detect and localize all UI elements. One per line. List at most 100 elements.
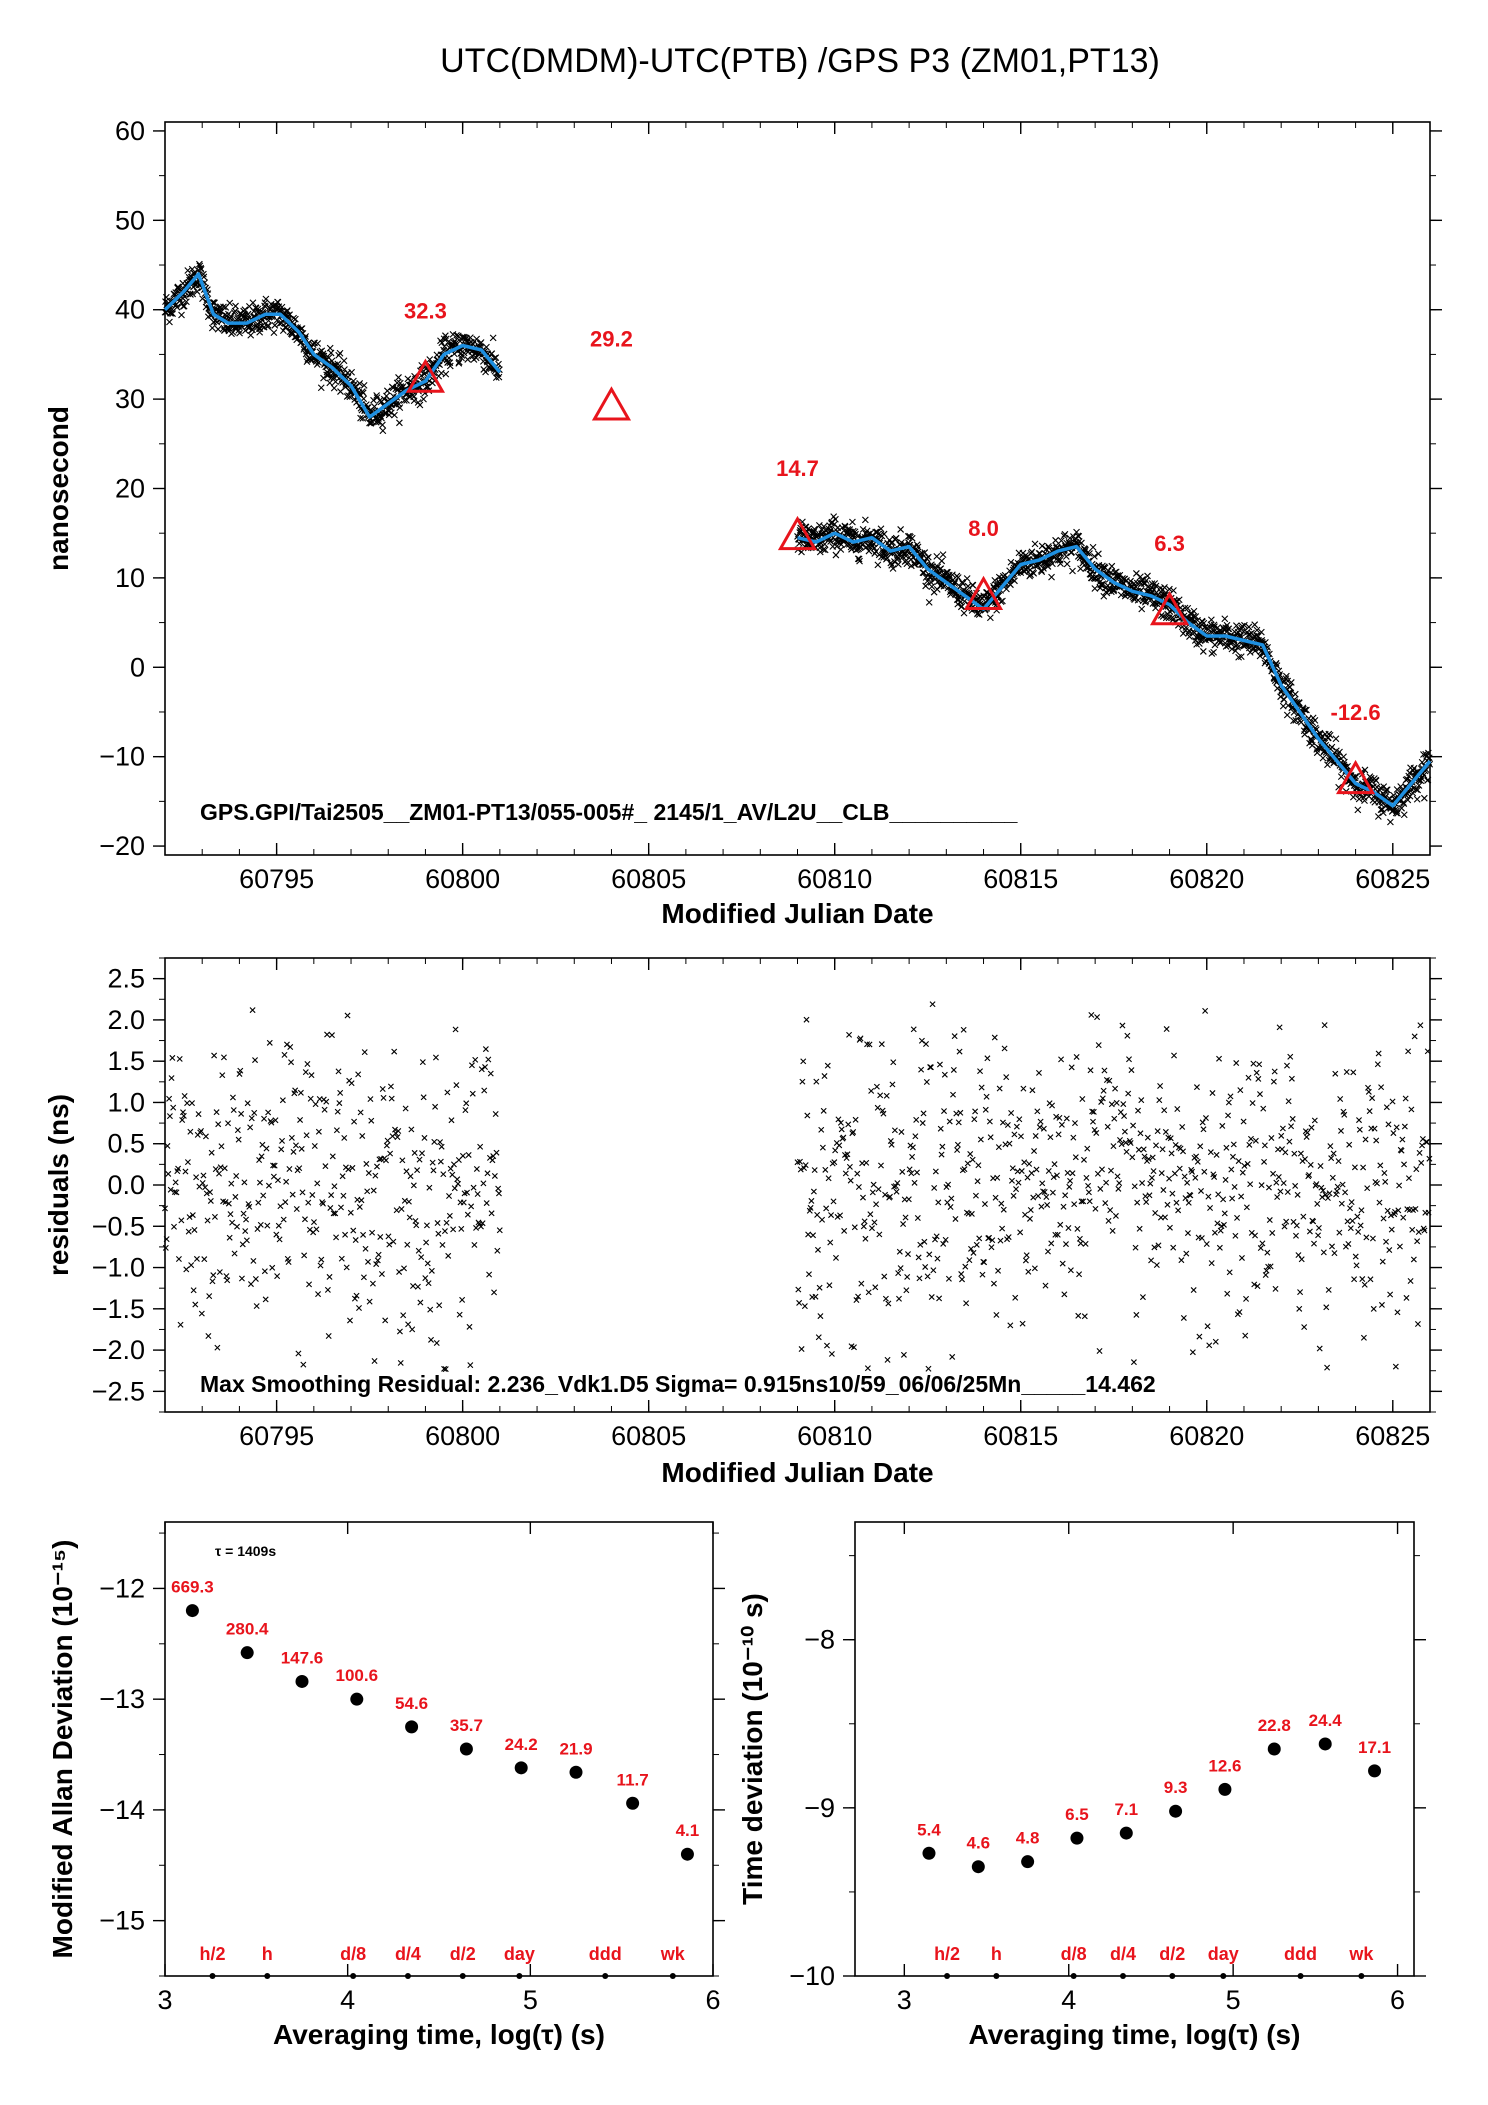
raw-data-point — [805, 525, 813, 532]
residual-point — [464, 1211, 471, 1218]
residual-point — [470, 1184, 477, 1191]
residual-point — [983, 1093, 990, 1100]
residual-point — [467, 1362, 474, 1369]
residual-point — [1140, 1146, 1147, 1153]
panel-time-deviation: 3 4 5 6 −10 −9 −8 Averaging time, log(τ) (s) Tim… — [737, 1521, 1426, 2050]
residual-point — [328, 1032, 335, 1039]
residual-point — [993, 1311, 1000, 1318]
residual-point — [1332, 1070, 1339, 1077]
residual-point — [1016, 1116, 1023, 1123]
residual-point — [994, 1174, 1001, 1181]
residual-point — [941, 1108, 948, 1115]
residual-point — [803, 1016, 810, 1023]
raw-data-point — [227, 313, 235, 321]
residual-point — [999, 1225, 1006, 1232]
residual-point — [1173, 1199, 1180, 1206]
residual-point — [410, 1182, 417, 1189]
residual-point — [975, 1162, 982, 1169]
y-tick-label: 2.0 — [107, 1005, 145, 1035]
residual-point — [956, 1048, 963, 1055]
residual-point — [1121, 1113, 1128, 1120]
raw-data-point — [370, 396, 377, 404]
residual-point — [468, 1062, 475, 1069]
residual-point — [1072, 1154, 1079, 1161]
residual-point — [355, 1071, 362, 1078]
raw-data-point — [453, 332, 460, 339]
residual-point — [893, 1188, 900, 1195]
residual-point — [406, 1214, 413, 1221]
residual-point — [1196, 1333, 1203, 1340]
x-tick-label: 6 — [705, 1985, 720, 2015]
residual-point — [1209, 1090, 1216, 1097]
residual-point — [936, 1061, 943, 1068]
residual-point — [1017, 1133, 1024, 1140]
deviation-value-label: 24.4 — [1309, 1711, 1343, 1730]
raw-data-point — [270, 329, 278, 337]
raw-data-point — [908, 534, 916, 542]
residual-point — [424, 1260, 431, 1267]
residual-point — [1252, 1137, 1259, 1144]
residual-point — [485, 1056, 492, 1063]
residual-point — [1104, 1123, 1111, 1130]
residual-point — [1261, 1158, 1268, 1165]
residual-point — [495, 1190, 502, 1197]
residual-point — [823, 1205, 830, 1212]
residual-point — [1339, 1181, 1346, 1188]
residual-point — [1003, 1074, 1010, 1081]
deviation-value-label: 100.6 — [336, 1666, 379, 1685]
residual-point — [419, 1150, 426, 1157]
deviation-point — [1169, 1804, 1183, 1818]
residual-point — [1073, 1053, 1080, 1060]
residual-point — [329, 1153, 336, 1160]
residual-point — [814, 1246, 821, 1253]
residual-point — [823, 1342, 830, 1349]
residual-point — [263, 1145, 270, 1152]
residual-point — [210, 1272, 217, 1279]
raw-data-point — [359, 389, 367, 397]
residual-point — [1137, 1130, 1144, 1137]
raw-data-point — [1127, 577, 1134, 585]
raw-data-point — [1210, 648, 1217, 656]
residual-point — [1297, 1150, 1304, 1157]
raw-data-point — [1349, 793, 1357, 801]
residual-point — [280, 1216, 287, 1223]
residual-point — [360, 1231, 367, 1238]
marker-value-label: 8.0 — [968, 516, 999, 541]
residual-point — [462, 1107, 469, 1114]
residual-point — [921, 1238, 928, 1245]
residual-point — [177, 1321, 184, 1328]
residual-point — [1130, 1122, 1137, 1129]
residual-point — [1245, 1074, 1252, 1081]
scale-mark-dot — [1169, 1973, 1176, 1979]
raw-data-point — [376, 396, 384, 404]
residual-point — [1166, 1224, 1173, 1231]
residual-point — [452, 1026, 459, 1033]
residual-point — [1023, 1252, 1030, 1259]
deviation-point — [1218, 1782, 1232, 1796]
residual-point — [1217, 1227, 1224, 1234]
residual-point — [421, 1134, 428, 1141]
residual-point — [1284, 1189, 1291, 1195]
residual-point — [436, 1302, 443, 1309]
residual-point — [1182, 1195, 1189, 1202]
residual-point — [265, 1182, 272, 1189]
residual-point — [1157, 1083, 1164, 1090]
residual-point — [1264, 1249, 1271, 1256]
residual-point — [865, 1289, 872, 1296]
raw-data-point — [396, 419, 403, 427]
raw-data-point — [359, 415, 367, 422]
residual-point — [375, 1251, 382, 1258]
y-tick-label: −10 — [99, 742, 145, 772]
residual-point — [868, 1087, 875, 1094]
residual-point — [891, 1127, 898, 1134]
residual-point — [1170, 1244, 1177, 1251]
residual-point — [492, 1111, 499, 1117]
residual-point — [1371, 1125, 1378, 1132]
residual-point — [1225, 1099, 1232, 1106]
residual-point — [1007, 1322, 1014, 1329]
residual-point — [1202, 1007, 1209, 1014]
residual-point — [1139, 1180, 1146, 1187]
residual-point — [402, 1105, 409, 1112]
residual-point — [334, 1108, 341, 1115]
residual-point — [902, 1214, 909, 1221]
